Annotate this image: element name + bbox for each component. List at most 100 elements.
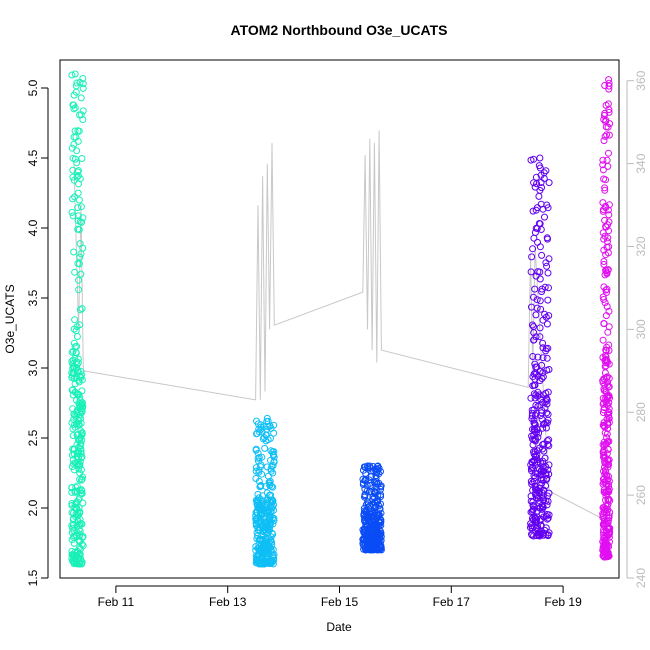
data-point — [605, 149, 612, 157]
data-point — [605, 374, 613, 382]
data-point — [604, 437, 612, 445]
data-point — [71, 459, 79, 467]
data-point — [539, 467, 547, 475]
data-point — [605, 514, 613, 522]
data-point — [544, 466, 552, 474]
data-point — [603, 488, 610, 495]
series-2 — [252, 414, 278, 568]
data-point — [602, 312, 610, 320]
data-point — [372, 530, 380, 538]
data-point — [74, 516, 82, 524]
data-point — [76, 537, 84, 545]
data-point — [70, 466, 78, 474]
data-point — [79, 107, 87, 115]
secondary-line-layer — [73, 130, 608, 554]
data-point — [376, 505, 384, 513]
data-point — [543, 394, 550, 402]
data-point — [69, 195, 77, 203]
data-point — [73, 173, 81, 181]
data-point — [537, 412, 545, 420]
data-point — [599, 336, 607, 344]
data-point — [545, 442, 553, 450]
data-point — [253, 430, 260, 438]
data-point — [538, 285, 546, 293]
data-point — [537, 305, 545, 313]
data-point — [530, 522, 538, 530]
data-point — [75, 496, 83, 504]
data-point — [69, 212, 77, 220]
data-point — [77, 270, 85, 278]
data-point — [359, 526, 367, 534]
data-point — [530, 448, 537, 456]
data-point — [534, 238, 541, 246]
data-point — [542, 419, 550, 427]
data-point — [604, 234, 612, 242]
data-point — [603, 289, 610, 296]
data-point — [254, 490, 262, 498]
data-point — [603, 450, 611, 458]
data-point — [265, 478, 273, 486]
data-point — [77, 427, 85, 435]
data-point — [530, 234, 538, 242]
data-point — [604, 410, 611, 418]
data-point — [79, 214, 87, 222]
data-point — [75, 276, 82, 284]
data-point — [377, 491, 385, 499]
data-point — [364, 462, 371, 470]
y2-tick-label: 320 — [634, 236, 648, 256]
data-point — [539, 373, 547, 381]
data-point — [601, 186, 609, 194]
data-point — [534, 494, 542, 502]
data-point — [532, 333, 540, 341]
y2-tick-label: 300 — [634, 319, 648, 339]
data-point — [73, 333, 81, 340]
data-point — [77, 407, 85, 414]
data-point — [267, 491, 275, 499]
data-point — [261, 560, 268, 568]
data-point — [528, 432, 536, 440]
series-4 — [527, 154, 553, 540]
data-point — [601, 109, 609, 117]
data-point — [604, 328, 612, 336]
y2-tick-label: 360 — [634, 70, 648, 90]
data-point — [529, 501, 537, 509]
data-point — [543, 437, 551, 445]
data-point — [529, 441, 537, 449]
data-point — [70, 410, 78, 418]
data-point — [78, 429, 86, 437]
y2-tick-label: 340 — [634, 153, 648, 173]
data-point — [269, 497, 277, 505]
data-point — [604, 476, 612, 484]
data-point — [530, 505, 537, 513]
data-point — [602, 251, 610, 259]
data-point — [529, 321, 536, 329]
data-point — [73, 482, 81, 490]
data-point — [600, 441, 608, 449]
data-point — [69, 173, 77, 181]
data-point — [605, 341, 613, 349]
data-point — [79, 244, 87, 252]
data-point — [361, 491, 369, 499]
data-point — [532, 272, 540, 280]
data-point — [602, 398, 610, 406]
data-point — [269, 530, 277, 538]
data-point — [536, 243, 544, 251]
data-point — [267, 499, 275, 507]
data-point — [527, 156, 535, 164]
data-point — [68, 348, 76, 356]
data-point — [364, 501, 372, 509]
data-point — [254, 454, 262, 462]
data-point — [529, 353, 537, 360]
data-point — [269, 546, 277, 554]
data-point — [601, 470, 609, 478]
data-point — [373, 463, 381, 471]
data-point — [603, 243, 611, 251]
data-point — [603, 373, 611, 381]
x-tick-label: Feb 15 — [321, 595, 359, 609]
data-point — [370, 511, 378, 519]
data-point — [257, 535, 265, 543]
data-point — [74, 127, 82, 135]
data-point — [531, 514, 539, 522]
data-point — [71, 343, 79, 351]
